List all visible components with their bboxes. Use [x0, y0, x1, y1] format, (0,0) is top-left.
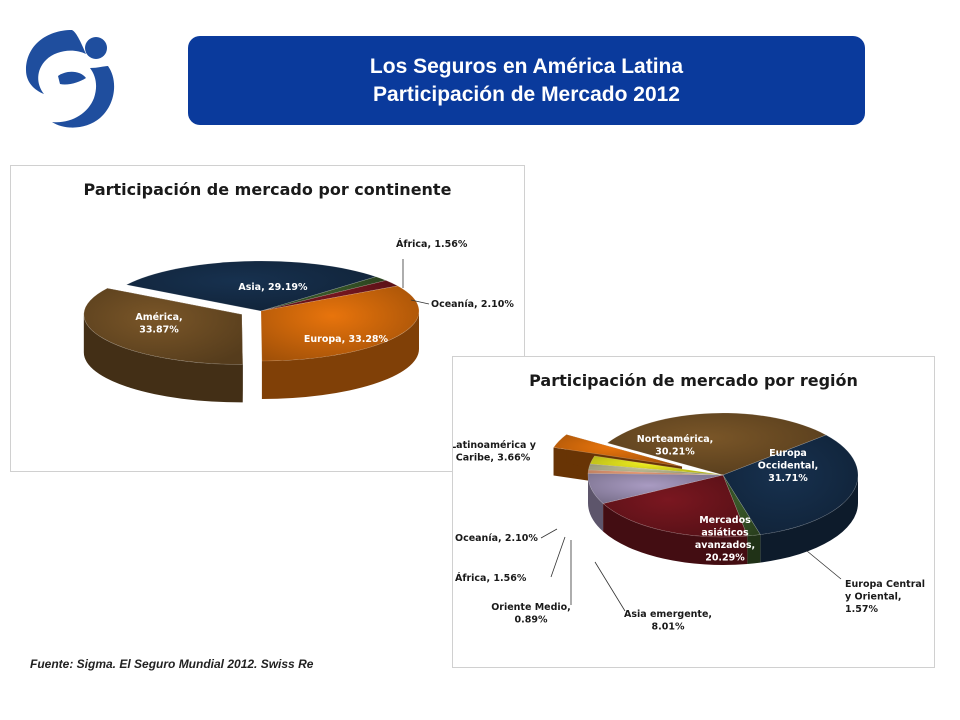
chart-region-panel: Participación de mercado por región Nort… [452, 356, 935, 668]
title-banner: Los Seguros en América Latina Participac… [188, 36, 865, 125]
leader-line [550, 536, 566, 578]
data-label: África, 1.56% [455, 572, 527, 584]
chart-region-title: Participación de mercado por región [529, 371, 858, 390]
slice-side-1 [760, 475, 858, 563]
data-label: Oceanía, 2.10% [455, 533, 538, 544]
data-label: Oriente Medio, 0.89% [491, 602, 571, 626]
chart-continent-title: Participación de mercado por continente [83, 180, 452, 199]
leader-line [410, 299, 430, 305]
slice-europa-occidental [722, 434, 859, 535]
slice-asia-emergente [587, 473, 724, 504]
slice-ocean-a [589, 455, 724, 476]
slice-side-3 [261, 311, 419, 399]
data-label: Asia emergente, 8.01% [624, 609, 712, 633]
data-label: Europa, 33.28% [304, 334, 389, 345]
chart-region: Norteamérica, 30.21% Europa Occidental, 31.7… [453, 412, 925, 633]
data-label: América, 33.87% [135, 312, 182, 336]
page-subtitle: Participación de Mercado 2012 [373, 82, 680, 106]
chart-continent: Asia, 29.19% Europa, 33.28% América, 33.87%… [83, 238, 514, 403]
company-logo-icon [26, 30, 115, 128]
slice--frica [260, 276, 387, 312]
slice-side-3 [603, 503, 748, 565]
data-label: Norteamérica, 30.21% [637, 434, 714, 458]
data-label: Europa Central y Oriental, 1.57% [845, 579, 925, 615]
slice-europa-central-y-oriental [722, 474, 761, 537]
slice-am-rica [83, 287, 244, 365]
slice-ocean-a [260, 280, 399, 312]
slice-europa [260, 285, 420, 362]
chart-continent-panel: Participación de mercado por continente … [10, 165, 525, 472]
data-label: Oceanía, 2.10% [431, 299, 514, 310]
data-label: Mercados asiáticos avanzados, 20.29% [695, 515, 755, 564]
data-label: Asia, 29.19% [238, 282, 308, 293]
leader-line [806, 550, 842, 580]
slice-side-4 [588, 475, 604, 532]
data-label: Latinoamérica y Caribe, 3.66% [453, 440, 537, 464]
page-title: Los Seguros en América Latina [369, 54, 684, 78]
data-label: Europa Occidental, 31.71% [758, 448, 818, 484]
leader-line [594, 561, 626, 612]
data-label: África, 1.56% [396, 238, 468, 250]
source-note: Fuente: Sigma. El Seguro Mundial 2012. S… [30, 657, 314, 671]
slice-mercados-asi-ticos-avanzados [602, 474, 748, 538]
slice-norteam-rica [606, 412, 827, 476]
slice-asia [125, 260, 377, 312]
slice-oriente-medio [587, 469, 724, 476]
slice-side-2 [747, 534, 761, 564]
slice--frica [588, 463, 724, 476]
slice-latinoam-rica-y-caribe [553, 434, 683, 467]
leader-line [540, 528, 558, 539]
